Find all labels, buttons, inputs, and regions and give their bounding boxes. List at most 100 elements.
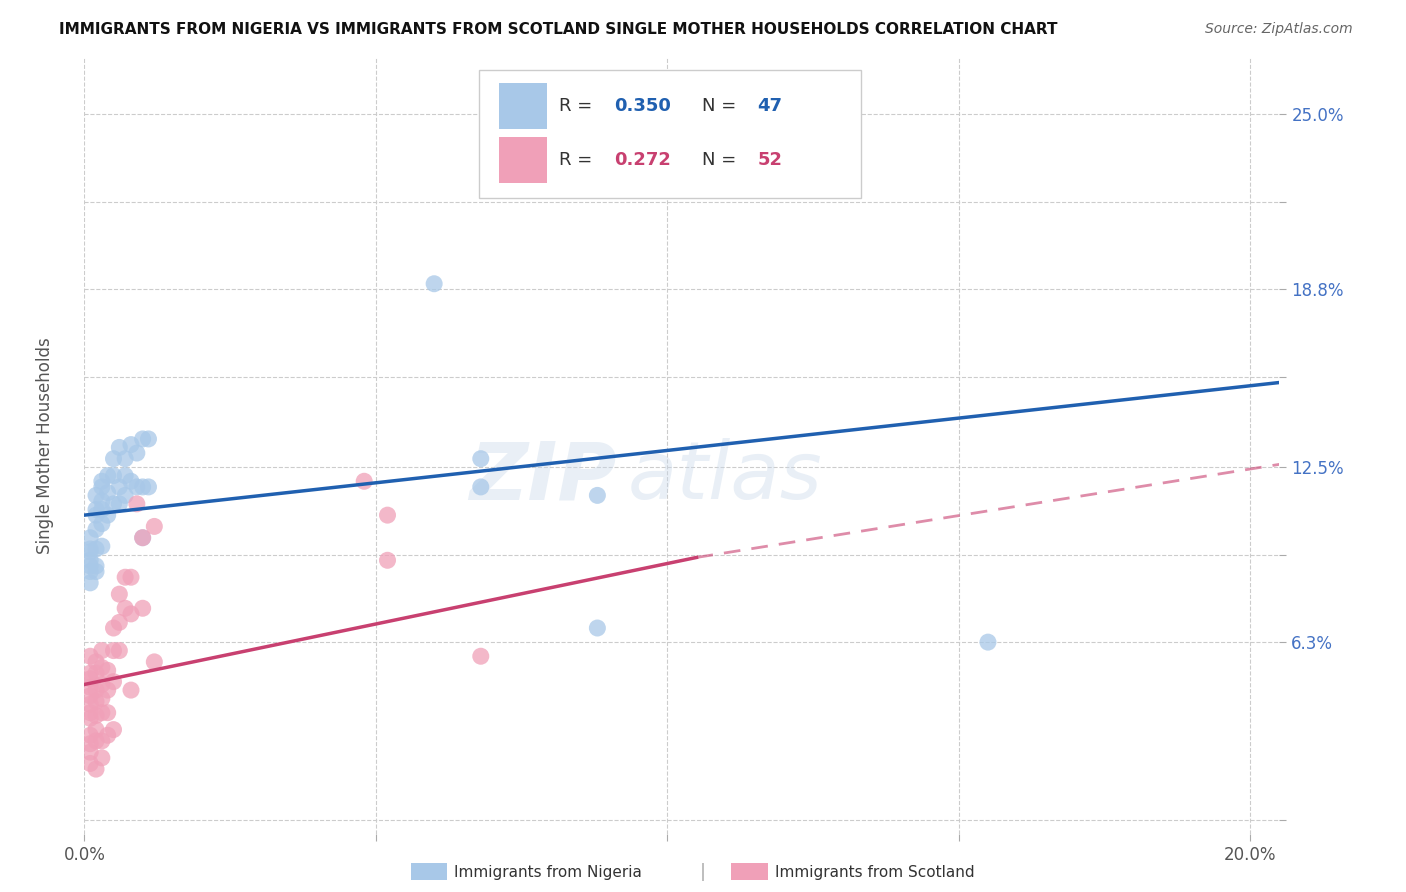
Point	[377, 508, 399, 523]
Point	[586, 621, 609, 635]
Point	[120, 683, 142, 698]
Point	[79, 541, 101, 556]
Point	[120, 475, 142, 489]
Point	[79, 711, 101, 725]
Text: 0.272: 0.272	[614, 151, 671, 169]
Point	[90, 494, 112, 508]
Point	[79, 666, 101, 681]
Point	[90, 691, 112, 706]
Point	[84, 565, 107, 579]
Point	[90, 480, 112, 494]
Text: N =: N =	[702, 151, 742, 169]
Point	[377, 553, 399, 567]
Point	[97, 468, 120, 483]
Point	[120, 437, 142, 451]
Bar	[499, 83, 547, 129]
Point	[131, 480, 153, 494]
Point	[586, 488, 609, 502]
Point	[79, 575, 101, 590]
Point	[120, 607, 142, 621]
Point	[84, 694, 107, 708]
Point	[84, 683, 107, 698]
Point	[84, 558, 107, 573]
Point	[79, 706, 101, 720]
Point	[79, 737, 101, 751]
Point	[470, 649, 492, 664]
Point	[108, 497, 131, 511]
Text: Immigrants from Nigeria: Immigrants from Nigeria	[454, 865, 643, 880]
Text: 52: 52	[758, 151, 782, 169]
Point	[353, 475, 375, 489]
Text: atlas: atlas	[628, 438, 823, 516]
Point	[79, 565, 101, 579]
Bar	[499, 136, 547, 184]
Point	[97, 683, 120, 698]
Text: 0.350: 0.350	[614, 97, 671, 115]
Point	[84, 762, 107, 776]
Text: R =: R =	[558, 151, 598, 169]
Point	[84, 708, 107, 723]
Point	[90, 677, 112, 691]
Point	[125, 497, 148, 511]
Point	[90, 660, 112, 674]
Point	[79, 558, 101, 573]
Point	[84, 508, 107, 523]
Point	[103, 643, 125, 657]
Point	[108, 480, 131, 494]
Point	[90, 734, 112, 748]
Point	[84, 723, 107, 737]
Point	[79, 697, 101, 711]
Point	[79, 689, 101, 703]
Point	[97, 508, 120, 523]
Point	[131, 531, 153, 545]
Point	[84, 502, 107, 516]
Point	[108, 441, 131, 455]
Point	[114, 601, 136, 615]
Point	[114, 570, 136, 584]
Text: IMMIGRANTS FROM NIGERIA VS IMMIGRANTS FROM SCOTLAND SINGLE MOTHER HOUSEHOLDS COR: IMMIGRANTS FROM NIGERIA VS IMMIGRANTS FR…	[59, 22, 1057, 37]
Point	[90, 502, 112, 516]
Point	[103, 451, 125, 466]
Point	[84, 666, 107, 681]
Point	[79, 680, 101, 694]
Point	[97, 728, 120, 742]
Point	[108, 615, 131, 630]
Point	[108, 587, 131, 601]
Point	[114, 488, 136, 502]
Point	[84, 488, 107, 502]
Text: Single Mother Households: Single Mother Households	[37, 338, 53, 554]
Point	[90, 516, 112, 531]
Point	[84, 541, 107, 556]
Point	[79, 649, 101, 664]
Text: Immigrants from Scotland: Immigrants from Scotland	[775, 865, 974, 880]
Point	[143, 655, 166, 669]
Point	[97, 706, 120, 720]
Point	[103, 674, 125, 689]
Point	[131, 432, 153, 446]
Text: N =: N =	[702, 97, 742, 115]
FancyBboxPatch shape	[479, 70, 862, 198]
Point	[114, 468, 136, 483]
Text: 47: 47	[758, 97, 782, 115]
Point	[125, 480, 148, 494]
Point	[79, 545, 101, 559]
Point	[97, 485, 120, 500]
Point	[103, 497, 125, 511]
Point	[79, 553, 101, 567]
Point	[138, 480, 160, 494]
Point	[79, 756, 101, 771]
Point	[103, 621, 125, 635]
Point	[470, 451, 492, 466]
Point	[103, 723, 125, 737]
Point	[138, 432, 160, 446]
Text: R =: R =	[558, 97, 598, 115]
Point	[79, 745, 101, 759]
Point	[90, 751, 112, 765]
Point	[120, 570, 142, 584]
Point	[131, 531, 153, 545]
Point	[79, 531, 101, 545]
Point	[131, 601, 153, 615]
Point	[143, 519, 166, 533]
Point	[90, 706, 112, 720]
Point	[84, 522, 107, 536]
